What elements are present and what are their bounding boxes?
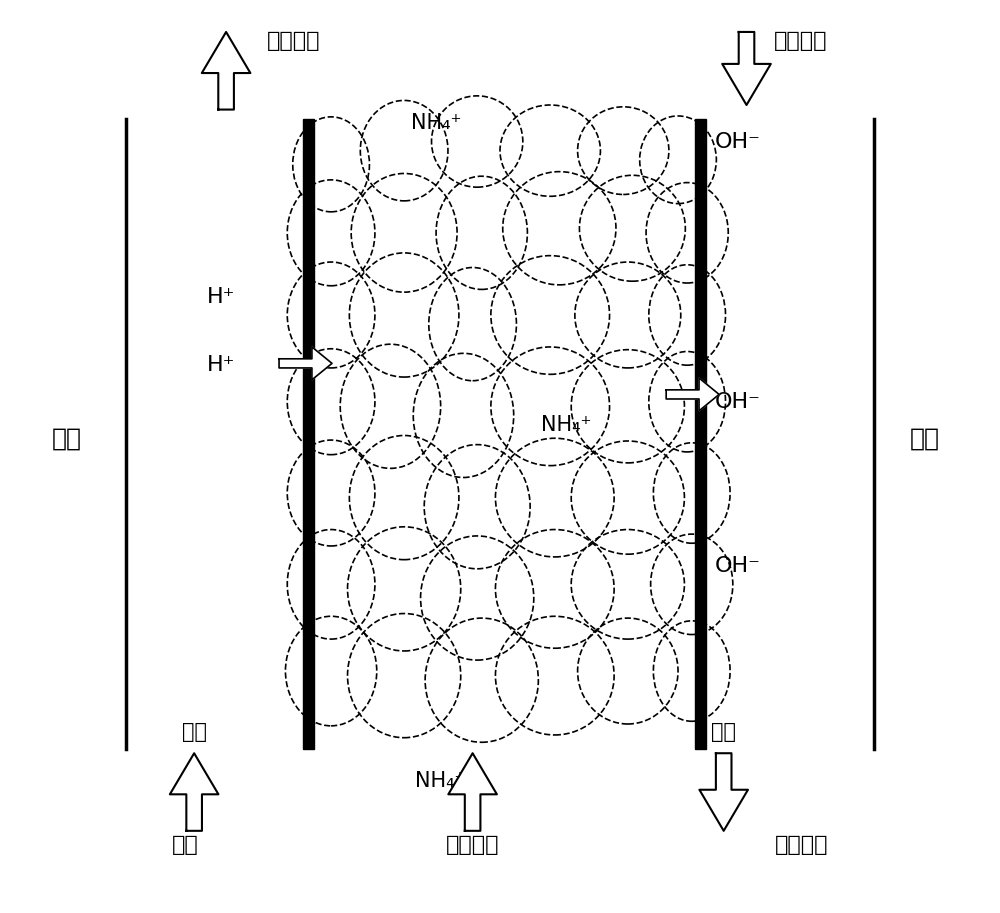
Text: OH⁻: OH⁻ [715, 556, 760, 576]
Text: H⁺: H⁺ [207, 287, 236, 307]
Polygon shape [666, 378, 719, 411]
Polygon shape [448, 753, 497, 831]
Text: H⁺: H⁺ [207, 355, 236, 375]
Polygon shape [279, 347, 332, 380]
Text: 正极: 正极 [51, 426, 81, 450]
Text: 负极: 负极 [910, 426, 940, 450]
Polygon shape [722, 32, 771, 105]
Text: 阳极出水: 阳极出水 [774, 31, 827, 51]
Text: 含氨纯水: 含氨纯水 [446, 834, 499, 855]
Text: NH₄⁺: NH₄⁺ [541, 415, 592, 435]
Polygon shape [170, 753, 218, 831]
Text: 阳极出水: 阳极出水 [267, 31, 321, 51]
Text: NH₄⁺: NH₄⁺ [411, 113, 461, 133]
Text: OH⁻: OH⁻ [715, 392, 760, 412]
Polygon shape [202, 32, 250, 110]
Text: 纯水: 纯水 [172, 834, 198, 855]
Text: 阳膜: 阳膜 [711, 722, 736, 742]
Bar [695, 119, 706, 749]
Polygon shape [699, 753, 748, 831]
Text: NH₄⁺: NH₄⁺ [415, 771, 466, 791]
Text: 阳膜: 阳膜 [182, 722, 207, 742]
Bar [303, 119, 314, 749]
Text: 阴极出水: 阴极出水 [775, 834, 828, 855]
Text: OH⁻: OH⁻ [715, 131, 760, 152]
